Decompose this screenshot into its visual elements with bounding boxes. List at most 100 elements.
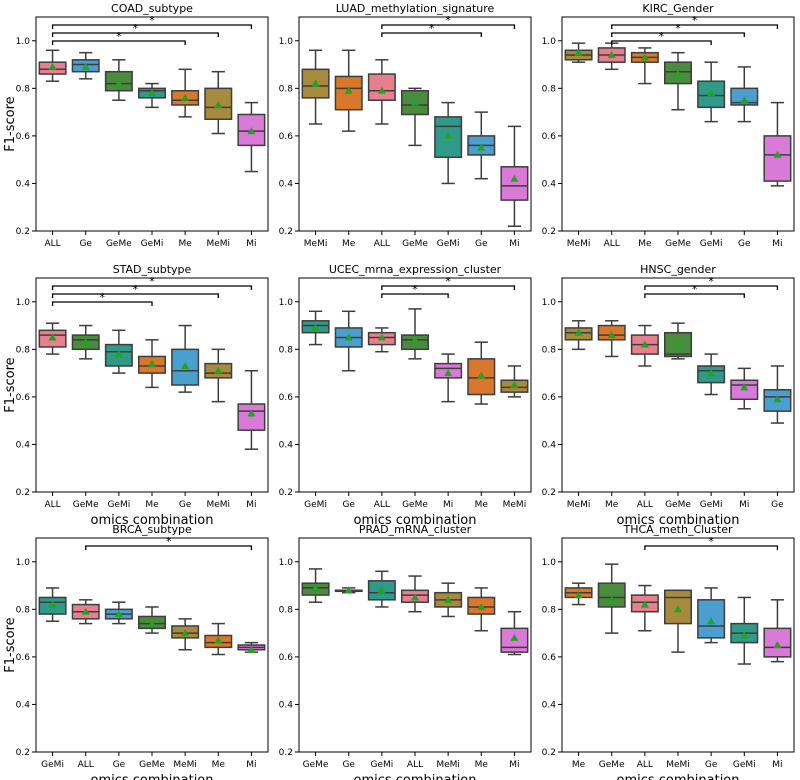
box-mi (500, 125, 529, 227)
box-gemi (434, 101, 463, 185)
x-tick-label: ALL (44, 500, 60, 510)
x-axis-label: omics combination (616, 773, 739, 780)
bracket-line (51, 301, 153, 306)
x-tick-label: ALL (44, 239, 60, 249)
x-axis-label: omics combination (353, 773, 476, 780)
y-tick-label: 1.0 (542, 298, 557, 308)
y-tick-label: 0.8 (16, 605, 31, 615)
mean-marker (640, 53, 649, 61)
bracket-line (381, 285, 516, 290)
y-tick-label: 0.6 (16, 393, 31, 403)
y-tick-label: 0.4 (279, 440, 294, 450)
y-tick-label: 0.2 (16, 748, 30, 758)
significance-label: * (149, 14, 155, 27)
box-mi (237, 641, 266, 653)
mean-marker (114, 610, 123, 618)
y-tick-label: 0.2 (279, 488, 293, 498)
box-geme (663, 322, 693, 360)
box-me (334, 49, 363, 132)
x-tick-label: Me (342, 239, 356, 249)
mean-marker (344, 333, 353, 341)
panel-title: LUAD_methylation_signature (336, 2, 495, 15)
plot-frame (35, 537, 269, 753)
significance-bracket: * (51, 14, 253, 29)
y-tick-label: 0.4 (279, 700, 294, 710)
box-geme (137, 606, 167, 634)
mean-marker (740, 631, 749, 639)
box-ge (104, 601, 133, 625)
box-memi (171, 618, 200, 651)
x-axis-label: omics combination (90, 513, 213, 528)
plot-frame (561, 277, 795, 493)
mean-marker (114, 350, 123, 358)
y-axis-label: F1-score (3, 96, 18, 151)
box-geme (597, 563, 626, 634)
box-all (630, 584, 659, 632)
significance-label: * (659, 30, 665, 43)
box-me (597, 320, 626, 358)
mean-marker (740, 383, 749, 391)
x-tick-label: GeMe (599, 760, 625, 770)
mean-marker (707, 89, 716, 97)
panel-brca-subtype: BRCA_subtype 0.2 0.4 0.6 0.8 1.0 GeMi ALL Ge GeMe… (3, 523, 269, 780)
x-tick-label: Me (605, 500, 619, 510)
significance-bracket: * (51, 30, 186, 45)
y-tick-label: 0.6 (279, 132, 294, 142)
x-tick-label: GeMe (106, 239, 132, 249)
x-tick-label: MeMi (567, 500, 591, 510)
x-tick-label: MeMi (567, 239, 591, 249)
box-memi (301, 49, 330, 125)
y-tick-label: 0.6 (542, 393, 557, 403)
y-tick-label: 1.0 (542, 37, 557, 47)
box-mi (730, 367, 759, 410)
y-tick-label: 0.4 (542, 700, 557, 710)
mean-marker (344, 586, 353, 594)
x-tick-label: GeMi (437, 239, 460, 249)
y-tick-label: 0.4 (16, 179, 31, 189)
box-memi (204, 348, 233, 403)
x-tick-label: MeMi (436, 760, 460, 770)
box-body (763, 627, 792, 658)
y-axis-label: F1-score (3, 357, 18, 412)
mean-marker (773, 150, 782, 158)
box-me (564, 582, 593, 606)
bracket-line (611, 32, 745, 37)
mean-marker (607, 51, 616, 59)
x-tick-label: MeMi (503, 500, 527, 510)
bracket-line (644, 285, 779, 290)
box-geme (71, 324, 100, 360)
panel-title: BRCA_subtype (112, 523, 192, 536)
bracket-line (51, 24, 253, 29)
significance-label: * (149, 275, 155, 288)
x-tick-label: Ge (771, 500, 784, 510)
y-tick-label: 0.6 (16, 132, 31, 142)
x-tick-label: ALL (637, 500, 653, 510)
x-tick-label: GeMi (107, 500, 130, 510)
x-tick-label: Ge (342, 760, 355, 770)
x-tick-label: GeMe (665, 500, 691, 510)
x-axis-label: omics combination (616, 513, 739, 528)
y-tick-label: 0.4 (279, 179, 294, 189)
box-geme (400, 87, 430, 147)
box-geme (104, 59, 133, 101)
box-gemi (697, 353, 726, 396)
box-memi (564, 320, 593, 351)
significance-bracket: * (381, 283, 449, 298)
box-mi (434, 353, 463, 403)
significance-label: * (445, 275, 451, 288)
y-tick-label: 1.0 (279, 558, 294, 568)
mean-marker (707, 617, 716, 625)
significance-bracket: * (85, 535, 253, 550)
significance-label: * (692, 283, 698, 296)
y-tick-label: 0.8 (16, 345, 31, 355)
bracket-line (644, 293, 745, 298)
mean-marker (311, 79, 320, 87)
x-tick-label: Mi (443, 500, 453, 510)
box-ge (334, 310, 363, 372)
plot-frame (298, 277, 532, 493)
mean-marker (148, 89, 156, 97)
bracket-line (51, 40, 186, 45)
x-tick-label: Me (178, 239, 192, 249)
mean-marker (773, 641, 782, 648)
